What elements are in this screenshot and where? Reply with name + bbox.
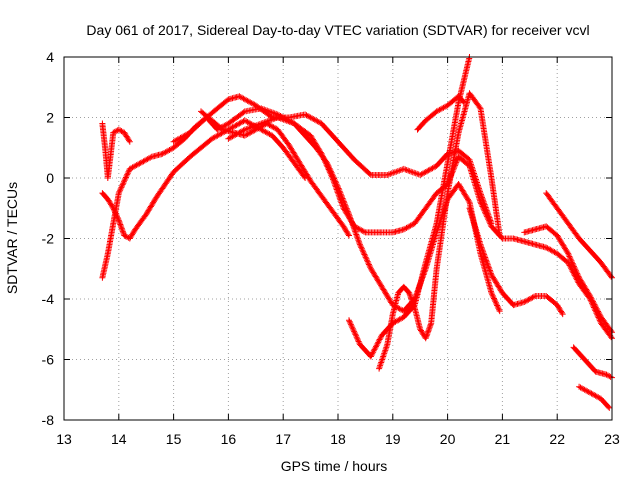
y-tick-label: -8 [42, 412, 55, 428]
x-tick-label: 20 [440, 431, 456, 447]
series-markers [99, 117, 309, 242]
x-tick-label: 19 [385, 431, 401, 447]
series-track-h [376, 90, 503, 372]
series-markers [414, 93, 467, 133]
x-tick-label: 22 [549, 431, 565, 447]
x-tick-label: 14 [111, 431, 127, 447]
series-track-e [225, 114, 503, 315]
x-tick-label: 18 [330, 431, 346, 447]
series-markers [198, 108, 352, 239]
y-axis-label: SDTVAR / TECUs [4, 182, 20, 294]
grid [64, 57, 612, 420]
x-tick-label: 17 [275, 431, 291, 447]
y-tick-label: -2 [42, 231, 55, 247]
y-tick-label: 2 [46, 110, 54, 126]
series-track-i [414, 93, 467, 133]
x-tick-label: 23 [604, 431, 620, 447]
series-track-a [99, 117, 309, 242]
x-axis-label: GPS time / hours [281, 458, 388, 474]
y-tick-label: -6 [42, 352, 55, 368]
series-markers [570, 344, 615, 381]
series-markers [576, 383, 613, 411]
series-track-k [543, 190, 615, 281]
series-markers [466, 205, 566, 318]
series-markers [543, 190, 615, 281]
series-track-n [576, 383, 613, 411]
series-track-b [99, 93, 495, 281]
x-tick-label: 16 [221, 431, 237, 447]
chart-title: Day 061 of 2017, Sidereal Day-to-day VTE… [86, 22, 589, 38]
series-markers [99, 93, 495, 281]
series-track-c [99, 120, 133, 181]
series-track-f [198, 108, 352, 239]
series-track-l [521, 223, 615, 336]
data-series [99, 54, 615, 411]
series-track-j [466, 205, 566, 318]
series-markers [521, 223, 615, 336]
x-tick-label: 15 [166, 431, 182, 447]
series-track-m [570, 344, 615, 381]
series-markers [225, 114, 503, 315]
x-tick-label: 21 [495, 431, 511, 447]
x-tick-label: 13 [56, 431, 72, 447]
y-tick-label: 4 [46, 49, 54, 65]
y-tick-label: 0 [46, 170, 54, 186]
series-markers [99, 120, 133, 181]
y-tick-label: -4 [42, 291, 55, 307]
series-markers [376, 90, 503, 372]
